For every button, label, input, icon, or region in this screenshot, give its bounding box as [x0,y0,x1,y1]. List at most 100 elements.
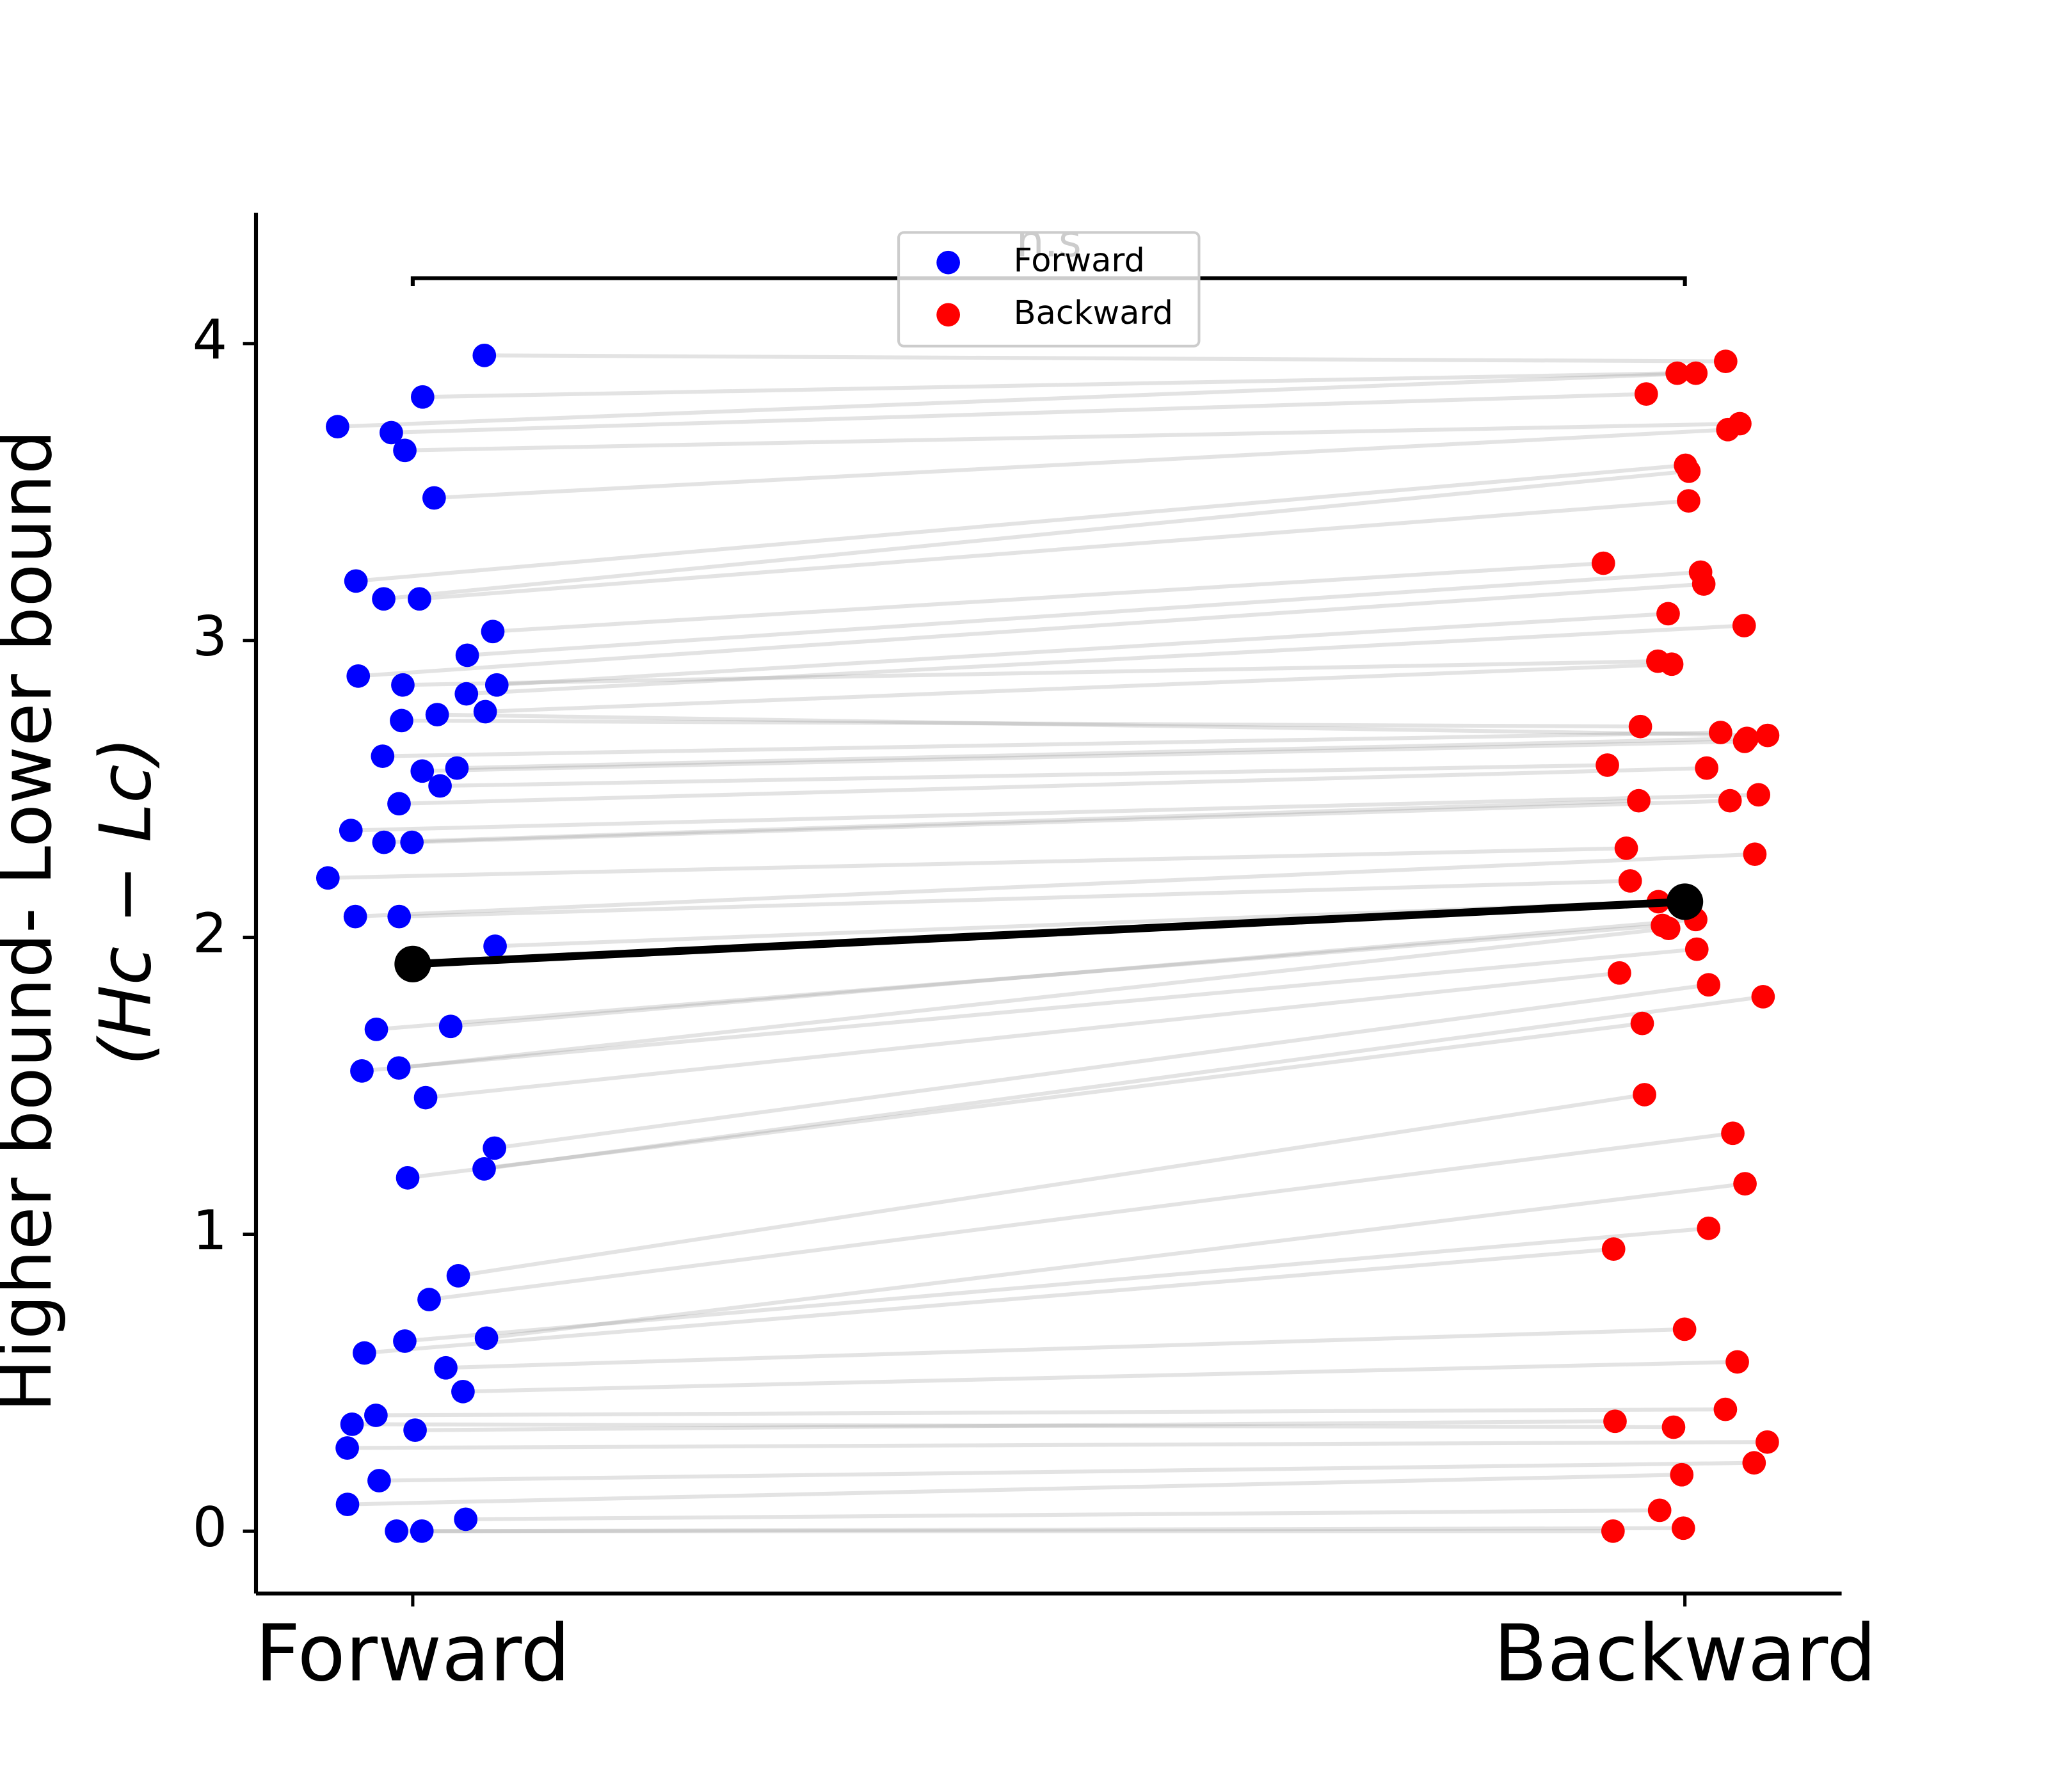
pair-line [419,499,1689,601]
point [364,1018,388,1041]
point [1697,973,1721,997]
mean-point [394,945,431,982]
mean-line [412,897,1685,968]
point [1713,1397,1738,1421]
point [451,1379,475,1404]
point [367,1469,391,1492]
pair-line [407,1021,1643,1180]
pair-line [434,428,1728,500]
point [1677,489,1700,513]
point [393,1329,417,1353]
pair-line [450,917,1696,1028]
pair-line [422,371,1677,399]
pair-line [445,1327,1685,1370]
point [393,438,417,463]
point [350,1059,374,1083]
legend-box [897,231,1201,348]
point [1692,572,1716,596]
point [372,830,396,854]
point [1601,1237,1626,1261]
point [1634,382,1658,406]
point [417,1288,441,1311]
pair-line [355,463,1686,583]
pair-line [484,353,1726,364]
point [408,587,431,611]
point [1633,1083,1656,1107]
pair-line [364,1247,1614,1356]
point [387,904,412,929]
y-tick-label: 4 [193,308,228,372]
point [1614,836,1638,860]
point [340,1412,364,1436]
point [400,830,424,854]
point [413,1085,438,1110]
y-axis-label: Higher bound- Lower bound [0,429,67,1412]
pair-line [437,712,1768,738]
point [1665,361,1690,385]
point [410,759,435,783]
point [1671,1516,1695,1540]
point [1684,937,1709,961]
pair-line [429,1131,1733,1302]
pair-line [492,561,1604,634]
legend-marker [936,303,960,327]
point [481,620,505,644]
point [353,1341,376,1365]
pair-line [425,971,1620,1100]
pair-line [463,1359,1738,1394]
point [1756,1430,1779,1454]
point [1591,551,1615,575]
point [339,819,363,842]
pair-line [440,763,1608,788]
point [1742,1451,1766,1475]
point [1743,842,1767,867]
y-axis-label: (Hc − Lc) [84,737,166,1066]
point [1608,961,1631,985]
point [1670,1462,1694,1487]
point [1660,652,1684,676]
point [473,700,497,724]
point [1708,721,1732,744]
pair-line [412,799,1731,845]
point [1756,723,1780,748]
point [484,673,509,697]
pair-line [497,611,1668,687]
pair-line [355,852,1756,919]
point [454,682,479,706]
point [380,420,403,445]
point [391,673,415,697]
point [1627,788,1651,813]
point [472,1157,496,1181]
point [403,1418,427,1443]
pair-line [376,1407,1725,1418]
point [1695,756,1718,780]
pair-line [347,1473,1682,1507]
point [410,385,435,409]
pair-line [352,1422,1674,1430]
x-tick-label: Backward [1493,1608,1876,1699]
point [1684,361,1708,385]
pair-line [383,469,1690,601]
pair-line [404,421,1740,452]
y-tick-label: 0 [193,1496,228,1560]
point [1721,1121,1745,1146]
point [454,1507,478,1532]
point [396,1165,420,1190]
pair-line [391,392,1647,435]
point [1677,459,1701,483]
pair-line [456,736,1747,771]
legend: Forward Backward [897,231,1201,348]
point [343,904,367,929]
point [1603,1409,1627,1434]
point [472,343,497,367]
point [1661,1415,1686,1439]
pair-line [383,799,1639,845]
pair-line [379,1460,1754,1483]
pair-line [467,570,1701,657]
point [335,1436,359,1460]
point [1618,869,1642,893]
point [438,1014,463,1039]
point [1751,984,1775,1009]
pair-line [466,623,1745,696]
